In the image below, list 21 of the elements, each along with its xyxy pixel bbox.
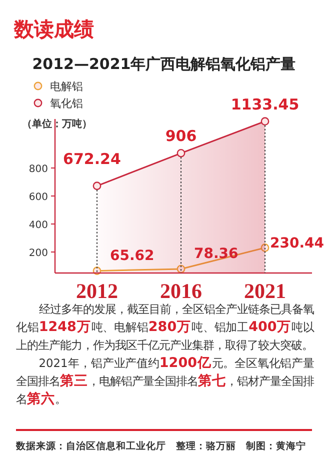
x-tick-label: 2016 (160, 279, 202, 303)
y-axis-title: （单位：万吨） (22, 118, 92, 130)
data-label: 672.24 (63, 150, 121, 168)
data-label: 65.62 (110, 248, 154, 264)
source-note: 数据来源：自治区信息和工业化厅 整理：骆万丽 制图：黄海宁 (15, 440, 306, 452)
text: 2021年，铝产业产值约1200亿元。全区氧化铝产量全国排名第三，电解铝产量全国排名第七，铝材产量全国排名第六。 (16, 355, 314, 407)
y-tick-label: 600 (28, 192, 48, 203)
chart-title: 2012—2021年广西电解铝氧化铝产量 (32, 55, 296, 73)
data-label: 230.44 (270, 236, 324, 252)
data-label: 906 (165, 127, 197, 146)
legend-label: 氧化铝 (50, 97, 83, 110)
data-label: 78.36 (194, 246, 238, 262)
text: 数读成绩 (13, 17, 94, 41)
y-tick-label: 400 (28, 220, 48, 231)
y-tick-label: 200 (28, 248, 48, 259)
data-label: 1133.45 (230, 95, 300, 114)
text: 经过多年的发展，截至目前，全区铝全产业链条已具备氧化铝1248万吨、电解铝280万吨、铝加工400万吨以上的生产能力，作为我区千亿元产业集群，取得了较大突破。 (16, 302, 314, 352)
legend-label: 电解铝 (50, 80, 83, 93)
x-tick-label: 2012 (76, 279, 118, 303)
x-tick-label: 2021 (244, 279, 286, 303)
y-tick-label: 800 (28, 164, 48, 175)
